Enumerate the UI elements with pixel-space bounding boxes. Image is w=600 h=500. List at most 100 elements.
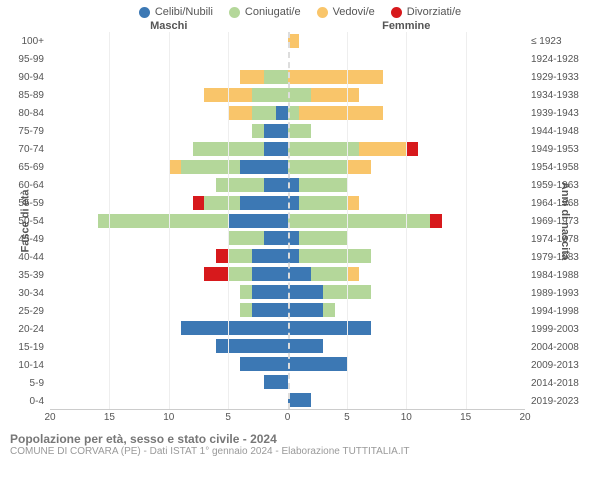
- footer: Popolazione per età, sesso e stato civil…: [0, 426, 600, 457]
- birth-label: ≤ 1923: [525, 32, 600, 50]
- seg-coniugati: [288, 142, 359, 156]
- birth-label: 2004-2008: [525, 338, 600, 356]
- legend-item-celibi: Celibi/Nubili: [139, 6, 213, 18]
- age-label: 100+: [0, 32, 50, 50]
- legend-label: Coniugati/e: [245, 6, 301, 18]
- seg-coniugati: [252, 124, 264, 138]
- seg-coniugati: [288, 88, 312, 102]
- seg-coniugati: [240, 303, 252, 317]
- age-label: 95-99: [0, 50, 50, 68]
- seg-coniugati: [299, 178, 347, 192]
- seg-vedovi: [347, 160, 371, 174]
- seg-coniugati: [311, 267, 347, 281]
- seg-celibi: [264, 231, 288, 245]
- seg-vedovi: [347, 196, 359, 210]
- seg-coniugati: [216, 178, 264, 192]
- seg-celibi: [228, 214, 287, 228]
- seg-coniugati: [288, 214, 431, 228]
- age-label: 70-74: [0, 140, 50, 158]
- legend-swatch: [391, 7, 402, 18]
- legend-swatch: [317, 7, 328, 18]
- seg-coniugati: [299, 196, 347, 210]
- seg-vedovi: [347, 267, 359, 281]
- seg-celibi: [240, 160, 288, 174]
- seg-coniugati: [228, 267, 252, 281]
- seg-celibi: [252, 303, 288, 317]
- age-label: 50-54: [0, 212, 50, 230]
- age-label: 35-39: [0, 266, 50, 284]
- birth-label: 1944-1948: [525, 122, 600, 140]
- x-tick: 10: [401, 412, 412, 423]
- grid-line: [347, 32, 348, 409]
- grid-line: [406, 32, 407, 409]
- birth-label: 1999-2003: [525, 320, 600, 338]
- seg-celibi: [288, 393, 312, 407]
- chart-wrapper: Fasce di età 100+95-9990-9485-8980-8475-…: [0, 32, 600, 410]
- x-tick: 20: [44, 412, 55, 423]
- legend-swatch: [229, 7, 240, 18]
- seg-coniugati: [252, 88, 288, 102]
- x-tick: 15: [460, 412, 471, 423]
- seg-celibi: [264, 124, 288, 138]
- birth-label: 1989-1993: [525, 284, 600, 302]
- seg-coniugati: [204, 196, 240, 210]
- seg-vedovi: [288, 70, 383, 84]
- x-tick: 0: [285, 412, 291, 423]
- legend-label: Vedovi/e: [333, 6, 375, 18]
- birth-label: 2019-2023: [525, 392, 600, 410]
- age-label: 65-69: [0, 158, 50, 176]
- seg-vedovi: [228, 106, 252, 120]
- center-line: [288, 32, 290, 409]
- birth-label: 1924-1928: [525, 50, 600, 68]
- seg-divorziati: [193, 196, 205, 210]
- x-tick: 20: [519, 412, 530, 423]
- grid-line: [169, 32, 170, 409]
- age-label: 5-9: [0, 374, 50, 392]
- seg-celibi: [288, 339, 324, 353]
- birth-label: 1949-1953: [525, 140, 600, 158]
- seg-vedovi: [299, 106, 382, 120]
- seg-celibi: [252, 285, 288, 299]
- seg-celibi: [264, 178, 288, 192]
- seg-coniugati: [240, 285, 252, 299]
- plot: [50, 32, 525, 410]
- seg-divorziati: [204, 267, 228, 281]
- header-male: Maschi: [50, 20, 288, 32]
- seg-coniugati: [288, 124, 312, 138]
- seg-vedovi: [169, 160, 181, 174]
- y-axis-right-title: Anni di nascita: [559, 182, 571, 260]
- birth-label: 2014-2018: [525, 374, 600, 392]
- legend: Celibi/NubiliConiugati/eVedovi/eDivorzia…: [0, 0, 600, 20]
- seg-celibi: [216, 339, 287, 353]
- seg-celibi: [252, 267, 288, 281]
- seg-divorziati: [406, 142, 418, 156]
- age-label: 20-24: [0, 320, 50, 338]
- age-label: 60-64: [0, 176, 50, 194]
- seg-coniugati: [323, 303, 335, 317]
- seg-coniugati: [98, 214, 229, 228]
- birth-label: 1929-1933: [525, 68, 600, 86]
- age-label: 85-89: [0, 86, 50, 104]
- seg-coniugati: [264, 70, 288, 84]
- seg-celibi: [240, 357, 288, 371]
- seg-coniugati: [252, 106, 276, 120]
- grid-line: [466, 32, 467, 409]
- age-label: 90-94: [0, 68, 50, 86]
- birth-label: 1934-1938: [525, 86, 600, 104]
- legend-item-vedovi: Vedovi/e: [317, 6, 375, 18]
- age-label: 45-49: [0, 230, 50, 248]
- seg-vedovi: [240, 70, 264, 84]
- birth-label: 1994-1998: [525, 302, 600, 320]
- legend-label: Celibi/Nubili: [155, 6, 213, 18]
- x-tick: 10: [163, 412, 174, 423]
- seg-celibi: [288, 267, 312, 281]
- age-label: 40-44: [0, 248, 50, 266]
- legend-item-coniugati: Coniugati/e: [229, 6, 301, 18]
- birth-label: 2009-2013: [525, 356, 600, 374]
- age-label: 25-29: [0, 302, 50, 320]
- seg-coniugati: [228, 249, 252, 263]
- seg-celibi: [252, 249, 288, 263]
- birth-label: 1954-1958: [525, 158, 600, 176]
- x-tick: 5: [225, 412, 231, 423]
- age-label: 15-19: [0, 338, 50, 356]
